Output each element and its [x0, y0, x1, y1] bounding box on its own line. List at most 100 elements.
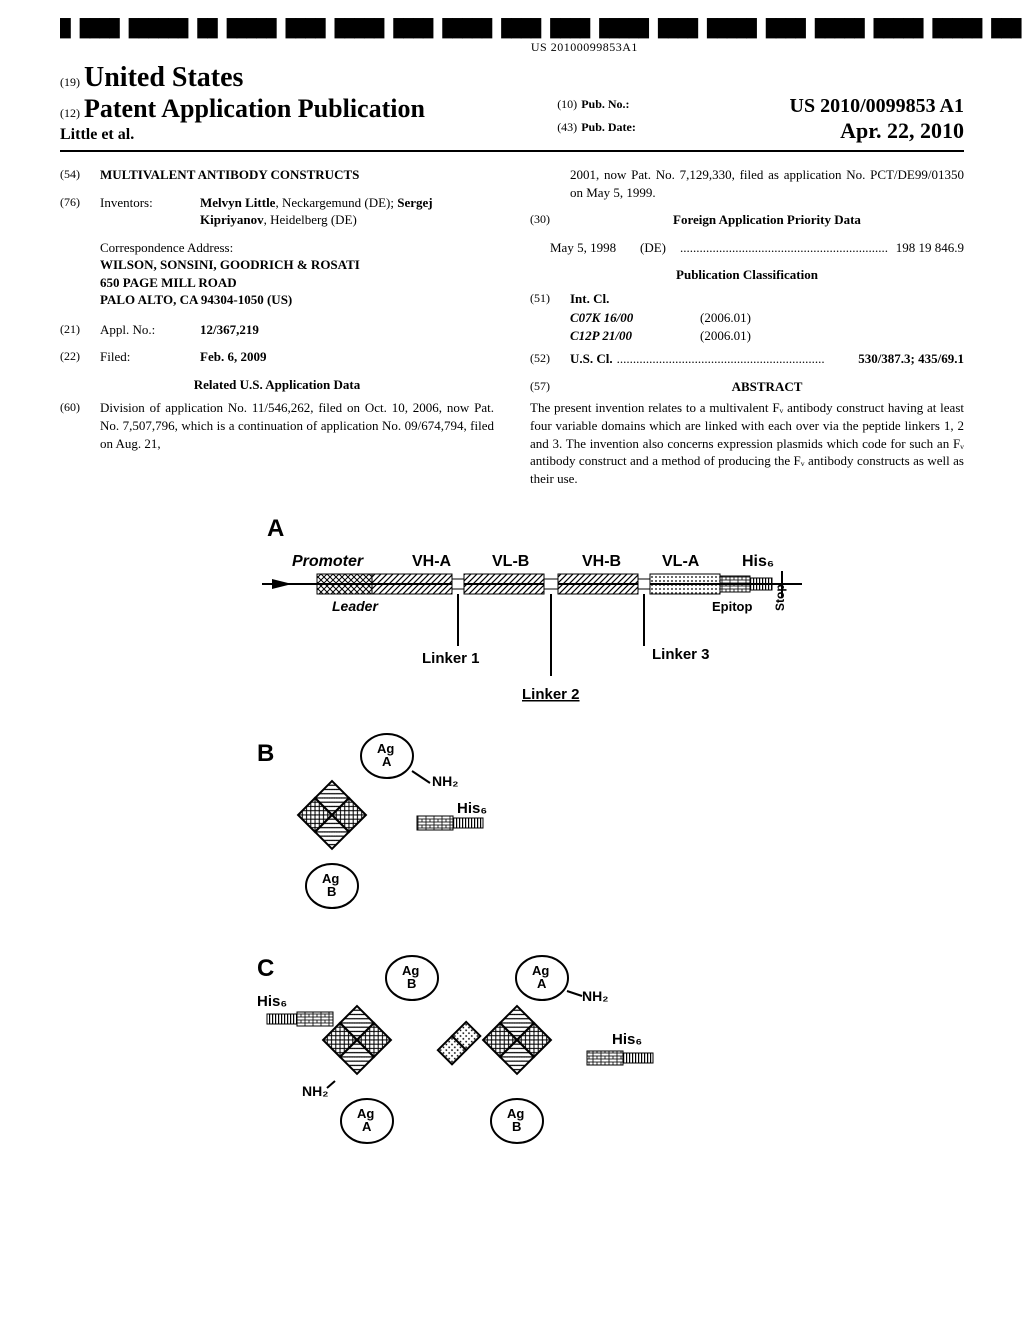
- intcl-label: Int. Cl.: [570, 290, 964, 308]
- related-cont: 2001, now Pat. No. 7,129,330, filed as a…: [570, 166, 964, 201]
- corr-line1: WILSON, SONSINI, GOODRICH & ROSATI: [100, 256, 494, 274]
- barcode-icon: █ ████ ██████ ██ █████ ████ █████ ████ █…: [60, 20, 1024, 38]
- related-row: (60) Division of application No. 11/546,…: [60, 399, 494, 452]
- pubdate-label: Pub. Date:: [581, 120, 636, 134]
- corr-line3: PALO ALTO, CA 94304-1050 (US): [100, 291, 494, 309]
- header-rule: [60, 150, 964, 152]
- applno-value: 12/367,219: [200, 321, 494, 339]
- intcl-2-year: (2006.01): [700, 327, 751, 345]
- svg-text:B: B: [257, 740, 274, 767]
- svg-text:Linker 1: Linker 1: [422, 650, 480, 667]
- uscl-label: U.S. Cl.: [570, 350, 613, 368]
- header: (19) United States (12) Patent Applicati…: [60, 62, 964, 144]
- inventors-body: Melvyn Little, Neckargemund (DE); Sergej…: [200, 194, 494, 229]
- corr-line2: 650 PAGE MILL ROAD: [100, 274, 494, 292]
- filed-value: Feb. 6, 2009: [200, 348, 494, 366]
- svg-text:Linker 3: Linker 3: [652, 646, 710, 663]
- foreign-dots: [680, 239, 896, 257]
- country-num: (19): [60, 75, 80, 89]
- barcode-region: █ ████ ██████ ██ █████ ████ █████ ████ █…: [60, 20, 964, 56]
- foreign-row: (30) Foreign Application Priority Data: [530, 211, 964, 229]
- svg-text:Promoter: Promoter: [292, 553, 364, 570]
- intcl-2-code: C12P 21/00: [570, 327, 700, 345]
- uscl-dots: [617, 350, 855, 368]
- foreign-data-row: May 5, 1998 (DE) 198 19 846.9: [550, 239, 964, 257]
- uscl-row: (52) U.S. Cl. 530/387.3; 435/69.1: [530, 350, 964, 368]
- intcl-row: (51) Int. Cl.: [530, 290, 964, 308]
- related-num: (60): [60, 399, 100, 452]
- abstract-header-row: (57) ABSTRACT: [530, 378, 964, 396]
- foreign-title: Foreign Application Priority Data: [570, 211, 964, 229]
- svg-text:B: B: [512, 1119, 521, 1134]
- patent-page: █ ████ ██████ ██ █████ ████ █████ ████ █…: [0, 0, 1024, 1291]
- pubdate-num: (43): [557, 120, 577, 134]
- svg-text:His₆: His₆: [257, 993, 287, 1010]
- svg-text:VL-A: VL-A: [662, 553, 700, 570]
- intcl-num: (51): [530, 290, 570, 308]
- applno-num: (21): [60, 321, 100, 339]
- figure: A Promoter VH-A VL-B VH-B VL-A His₆: [60, 511, 964, 1251]
- pubclass-title: Publication Classification: [530, 266, 964, 284]
- applno-label: Appl. No.:: [100, 321, 200, 339]
- svg-text:VL-B: VL-B: [492, 553, 529, 570]
- country: United States: [84, 62, 243, 93]
- svg-text:His₆: His₆: [742, 553, 774, 570]
- svg-text:VH-B: VH-B: [582, 553, 621, 570]
- inventor-1-loc: , Neckargemund (DE);: [275, 195, 397, 210]
- figure-svg: A Promoter VH-A VL-B VH-B VL-A His₆: [162, 511, 862, 1251]
- barcode-text: US 20100099853A1: [60, 40, 1024, 55]
- svg-text:A: A: [267, 515, 284, 542]
- svg-text:Stop: Stop: [773, 585, 787, 612]
- related-body: Division of application No. 11/546,262, …: [100, 399, 494, 452]
- uscl-num: (52): [530, 350, 570, 368]
- inventors-num: (76): [60, 194, 100, 229]
- uscl-value: 530/387.3; 435/69.1: [858, 350, 964, 368]
- corr-label: Correspondence Address:: [100, 239, 494, 257]
- svg-text:Leader: Leader: [332, 598, 379, 614]
- pubtype: Patent Application Publication: [84, 94, 425, 123]
- title-num: (54): [60, 166, 100, 184]
- foreign-country: (DE): [640, 239, 680, 257]
- pubtype-num: (12): [60, 106, 80, 120]
- filed-label: Filed:: [100, 348, 200, 366]
- svg-text:His₆: His₆: [457, 800, 487, 817]
- inventor-1-name: Melvyn Little: [200, 195, 275, 210]
- svg-text:B: B: [407, 976, 416, 991]
- intcl-1-row: C07K 16/00 (2006.01): [570, 309, 964, 327]
- svg-text:NH₂: NH₂: [582, 988, 608, 1004]
- foreign-appno: 198 19 846.9: [896, 239, 964, 257]
- filed-row: (22) Filed: Feb. 6, 2009: [60, 348, 494, 366]
- inventor-2-loc: , Heidelberg (DE): [264, 212, 357, 227]
- svg-text:NH₂: NH₂: [302, 1083, 328, 1099]
- title-row: (54) MULTIVALENT ANTIBODY CONSTRUCTS: [60, 166, 494, 184]
- foreign-date: May 5, 1998: [550, 239, 640, 257]
- inventors-label: Inventors:: [100, 194, 200, 229]
- svg-text:VH-A: VH-A: [412, 553, 452, 570]
- pubno-num: (10): [557, 97, 577, 111]
- inventors-row: (76) Inventors: Melvyn Little, Neckargem…: [60, 194, 494, 229]
- svg-text:A: A: [537, 976, 547, 991]
- authors-line: Little et al.: [60, 126, 557, 144]
- pubno-label: Pub. No.:: [581, 97, 629, 111]
- filed-num: (22): [60, 348, 100, 366]
- related-title: Related U.S. Application Data: [60, 376, 494, 394]
- svg-text:A: A: [382, 754, 392, 769]
- svg-text:NH₂: NH₂: [432, 773, 458, 789]
- left-column: (54) MULTIVALENT ANTIBODY CONSTRUCTS (76…: [60, 166, 494, 487]
- body-columns: (54) MULTIVALENT ANTIBODY CONSTRUCTS (76…: [60, 166, 964, 487]
- right-column: 2001, now Pat. No. 7,129,330, filed as a…: [530, 166, 964, 487]
- svg-text:Epitop: Epitop: [712, 599, 752, 614]
- invention-title: MULTIVALENT ANTIBODY CONSTRUCTS: [100, 166, 494, 184]
- abstract-num: (57): [530, 378, 570, 396]
- abstract-body: The present invention relates to a multi…: [530, 399, 964, 487]
- pubno-value: US 2010/0099853 A1: [790, 95, 964, 118]
- foreign-num: (30): [530, 211, 570, 229]
- svg-text:A: A: [362, 1119, 372, 1134]
- correspondence-row: Correspondence Address: WILSON, SONSINI,…: [60, 239, 494, 309]
- applno-row: (21) Appl. No.: 12/367,219: [60, 321, 494, 339]
- pubdate-value: Apr. 22, 2010: [840, 118, 964, 144]
- svg-text:C: C: [257, 955, 274, 982]
- svg-text:His₆: His₆: [612, 1031, 642, 1048]
- intcl-1-code: C07K 16/00: [570, 309, 700, 327]
- svg-text:B: B: [327, 884, 336, 899]
